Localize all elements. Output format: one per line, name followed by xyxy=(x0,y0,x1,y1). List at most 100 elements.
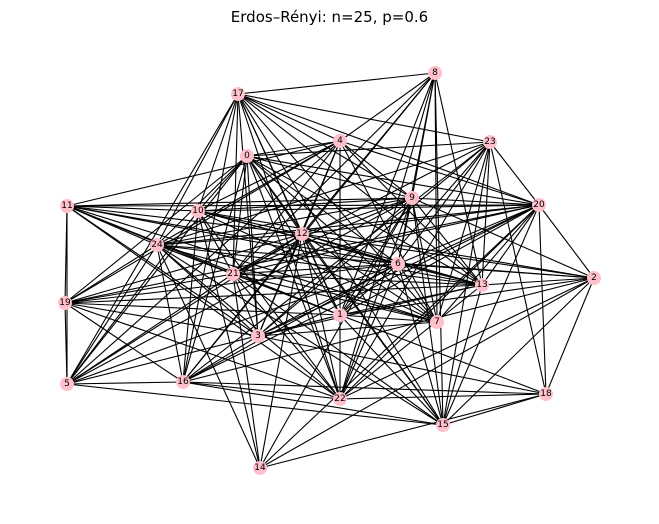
node-label: 7 xyxy=(434,317,440,327)
edge xyxy=(339,72,436,142)
edge xyxy=(182,233,303,383)
edge xyxy=(411,197,483,286)
node xyxy=(150,238,164,252)
node-label: 3 xyxy=(255,331,261,341)
edge xyxy=(397,141,491,265)
edge xyxy=(66,205,303,235)
edge xyxy=(397,197,413,265)
edge xyxy=(481,141,491,286)
edge xyxy=(237,93,303,235)
edge xyxy=(182,381,444,426)
edge xyxy=(64,302,259,337)
node-label: 6 xyxy=(395,259,401,269)
edge xyxy=(64,302,341,316)
edge xyxy=(301,233,438,323)
edge xyxy=(64,302,68,385)
edges xyxy=(64,72,595,469)
edge xyxy=(237,93,491,143)
edge xyxy=(182,335,259,383)
edge xyxy=(197,93,239,212)
edge xyxy=(246,155,483,286)
edge xyxy=(232,273,341,400)
edge xyxy=(442,393,547,426)
edge xyxy=(66,205,399,265)
node-label: 21 xyxy=(227,269,238,279)
node xyxy=(483,135,497,149)
edge xyxy=(545,277,595,395)
edge xyxy=(232,273,438,323)
edge xyxy=(237,93,540,206)
edge xyxy=(246,140,341,157)
edge xyxy=(66,140,341,207)
edge xyxy=(182,381,341,400)
edge xyxy=(197,210,483,286)
node-label: 15 xyxy=(437,420,448,430)
edge xyxy=(489,141,540,206)
edge xyxy=(339,314,444,426)
edge xyxy=(339,204,540,400)
node xyxy=(191,204,205,218)
edge xyxy=(246,155,259,337)
edge xyxy=(411,197,540,206)
node xyxy=(295,227,309,241)
edge xyxy=(246,155,413,199)
edge xyxy=(436,141,491,323)
edge xyxy=(232,93,239,275)
edge xyxy=(339,263,399,400)
edge xyxy=(489,141,547,395)
edge xyxy=(156,244,595,279)
edge xyxy=(237,93,259,337)
node xyxy=(428,66,442,80)
node-label: 1 xyxy=(337,310,343,320)
edge xyxy=(182,141,491,383)
title: Erdos–Rényi: n=25, p=0.6 xyxy=(231,8,428,26)
edge xyxy=(156,233,303,246)
node-label: 13 xyxy=(476,280,487,290)
edge xyxy=(232,72,436,275)
edge xyxy=(66,383,444,426)
node-label: 23 xyxy=(484,137,495,147)
edge xyxy=(156,244,234,275)
node xyxy=(587,271,601,285)
node-label: 10 xyxy=(192,206,204,216)
edge xyxy=(66,314,341,385)
edge xyxy=(237,93,413,199)
node xyxy=(253,461,267,475)
node-label: 16 xyxy=(177,377,189,387)
edge xyxy=(232,141,491,275)
edge xyxy=(66,205,259,337)
node xyxy=(60,377,74,391)
node xyxy=(231,87,245,101)
edge xyxy=(259,204,540,469)
edge xyxy=(232,204,540,275)
edge xyxy=(259,233,303,469)
edge xyxy=(411,197,438,323)
edge xyxy=(397,263,438,323)
edge xyxy=(434,72,438,323)
edge xyxy=(232,273,261,469)
edge xyxy=(257,263,399,337)
node xyxy=(333,392,347,406)
node-label: 8 xyxy=(432,68,438,78)
edge xyxy=(259,393,547,469)
node-label: 12 xyxy=(296,229,307,239)
edge xyxy=(156,244,341,400)
edge xyxy=(411,197,595,279)
edge xyxy=(156,244,184,383)
edge xyxy=(66,205,158,246)
node xyxy=(475,278,489,292)
node-label: 20 xyxy=(533,200,545,210)
edge xyxy=(156,244,444,426)
node xyxy=(240,149,254,163)
edge xyxy=(182,155,248,383)
node xyxy=(58,296,72,310)
node-label: 22 xyxy=(334,394,345,404)
node-label: 11 xyxy=(61,201,72,211)
edge xyxy=(339,140,483,286)
node-label: 24 xyxy=(151,240,163,250)
edge xyxy=(301,233,483,286)
edge xyxy=(339,141,491,400)
edge xyxy=(64,205,68,304)
edge xyxy=(232,197,413,275)
